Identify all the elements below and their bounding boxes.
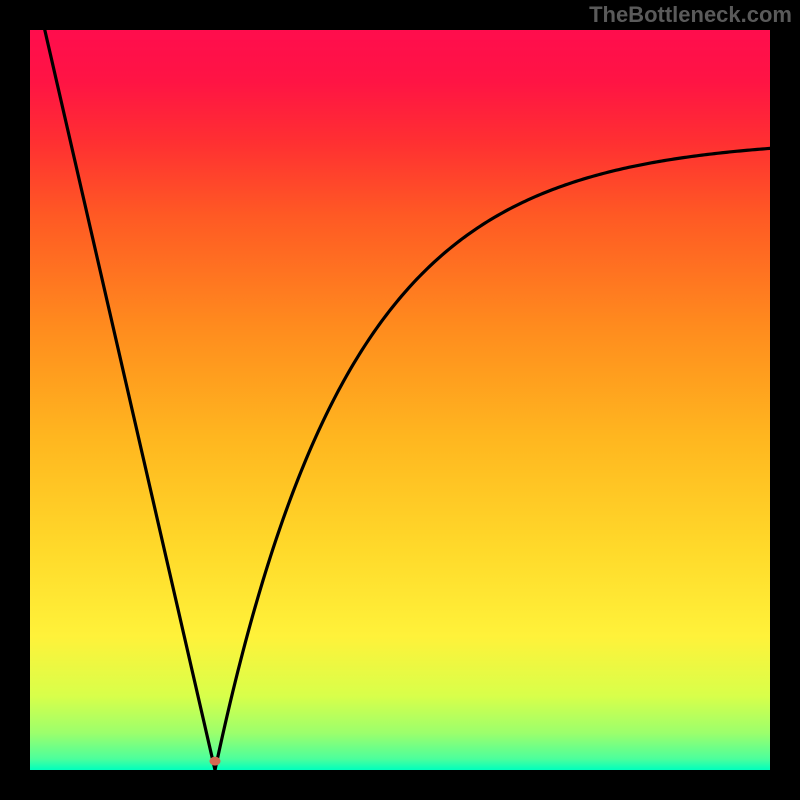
chart-frame: TheBottleneck.com [0,0,800,800]
chart-area [30,30,770,770]
watermark-label: TheBottleneck.com [589,2,792,28]
gradient-background [30,30,770,770]
chart-svg [30,30,770,770]
optimum-marker [210,757,221,766]
